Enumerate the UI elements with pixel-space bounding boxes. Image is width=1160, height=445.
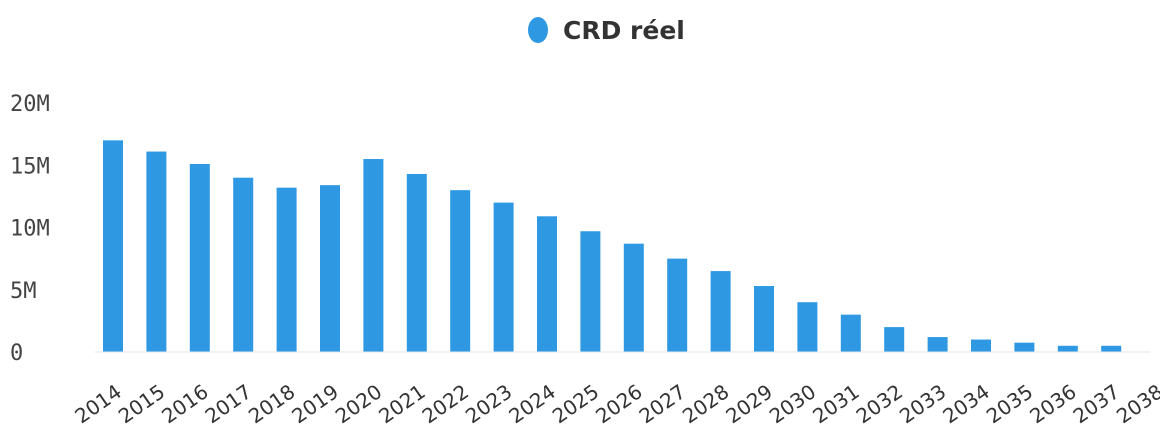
- bar-2037[interactable]: [1101, 345, 1122, 352]
- bar-2018[interactable]: [276, 187, 297, 352]
- x-tick-label: 2015: [114, 379, 169, 428]
- x-tick-label: 2038: [1112, 379, 1160, 428]
- y-tick-label: 15M: [10, 154, 50, 179]
- x-tick-label: 2020: [331, 379, 386, 428]
- x-axis: 2014201520162017201820192020202120222023…: [70, 379, 1160, 428]
- bar-2021[interactable]: [406, 173, 427, 352]
- x-tick-label: 2032: [852, 379, 907, 428]
- bar-2019[interactable]: [320, 185, 340, 352]
- bar-2017[interactable]: [233, 177, 254, 352]
- bar-2031[interactable]: [840, 314, 861, 352]
- x-tick-label: 2021: [374, 379, 429, 428]
- bar-2030[interactable]: [797, 302, 818, 352]
- legend-swatch-crd-reel: [528, 17, 548, 43]
- bar-2016[interactable]: [189, 164, 210, 352]
- bar-2036[interactable]: [1057, 345, 1078, 352]
- bar-2035[interactable]: [1014, 342, 1035, 352]
- x-tick-label: 2030: [765, 379, 820, 428]
- y-tick-label: 5M: [10, 279, 37, 304]
- y-tick-label: 0: [10, 341, 23, 366]
- bar-2033[interactable]: [927, 337, 948, 352]
- y-tick-label: 10M: [10, 217, 50, 242]
- legend[interactable]: CRD réel: [528, 16, 685, 45]
- x-tick-label: 2019: [287, 379, 342, 428]
- bar-2023[interactable]: [493, 202, 514, 352]
- bars: [103, 140, 1122, 352]
- y-tick-label: 20M: [10, 92, 50, 117]
- x-tick-label: 2028: [678, 379, 733, 428]
- x-tick-label: 2029: [721, 379, 776, 428]
- x-tick-label: 2024: [504, 379, 559, 428]
- x-tick-label: 2017: [201, 379, 256, 428]
- bar-2020[interactable]: [363, 159, 384, 352]
- x-tick-label: 2026: [591, 379, 646, 428]
- x-tick-label: 2033: [895, 379, 950, 428]
- bar-2026[interactable]: [623, 243, 644, 352]
- x-tick-label: 2022: [418, 379, 473, 428]
- bar-2024[interactable]: [537, 216, 557, 352]
- x-tick-label: 2016: [157, 379, 212, 428]
- bar-2028[interactable]: [710, 271, 731, 352]
- x-tick-label: 2036: [1025, 379, 1080, 428]
- bar-2034[interactable]: [971, 339, 991, 352]
- x-tick-label: 2031: [808, 379, 863, 428]
- bar-2025[interactable]: [580, 231, 601, 352]
- bar-2015[interactable]: [146, 151, 167, 352]
- x-tick-label: 2037: [1069, 379, 1124, 428]
- x-tick-label: 2018: [244, 379, 299, 428]
- x-tick-label: 2035: [982, 379, 1037, 428]
- bar-2022[interactable]: [450, 190, 471, 352]
- bar-2027[interactable]: [667, 258, 688, 352]
- x-tick-label: 2014: [70, 379, 125, 428]
- x-tick-label: 2034: [938, 379, 993, 428]
- x-tick-label: 2027: [635, 379, 690, 428]
- x-tick-label: 2023: [461, 379, 516, 428]
- legend-label-crd-reel: CRD réel: [563, 16, 685, 45]
- bar-2014[interactable]: [103, 140, 123, 352]
- x-tick-label: 2025: [548, 379, 603, 428]
- bar-2032[interactable]: [884, 327, 905, 352]
- bar-2029[interactable]: [754, 286, 774, 352]
- y-axis: 0 5M 10M 15M 20M: [10, 92, 50, 366]
